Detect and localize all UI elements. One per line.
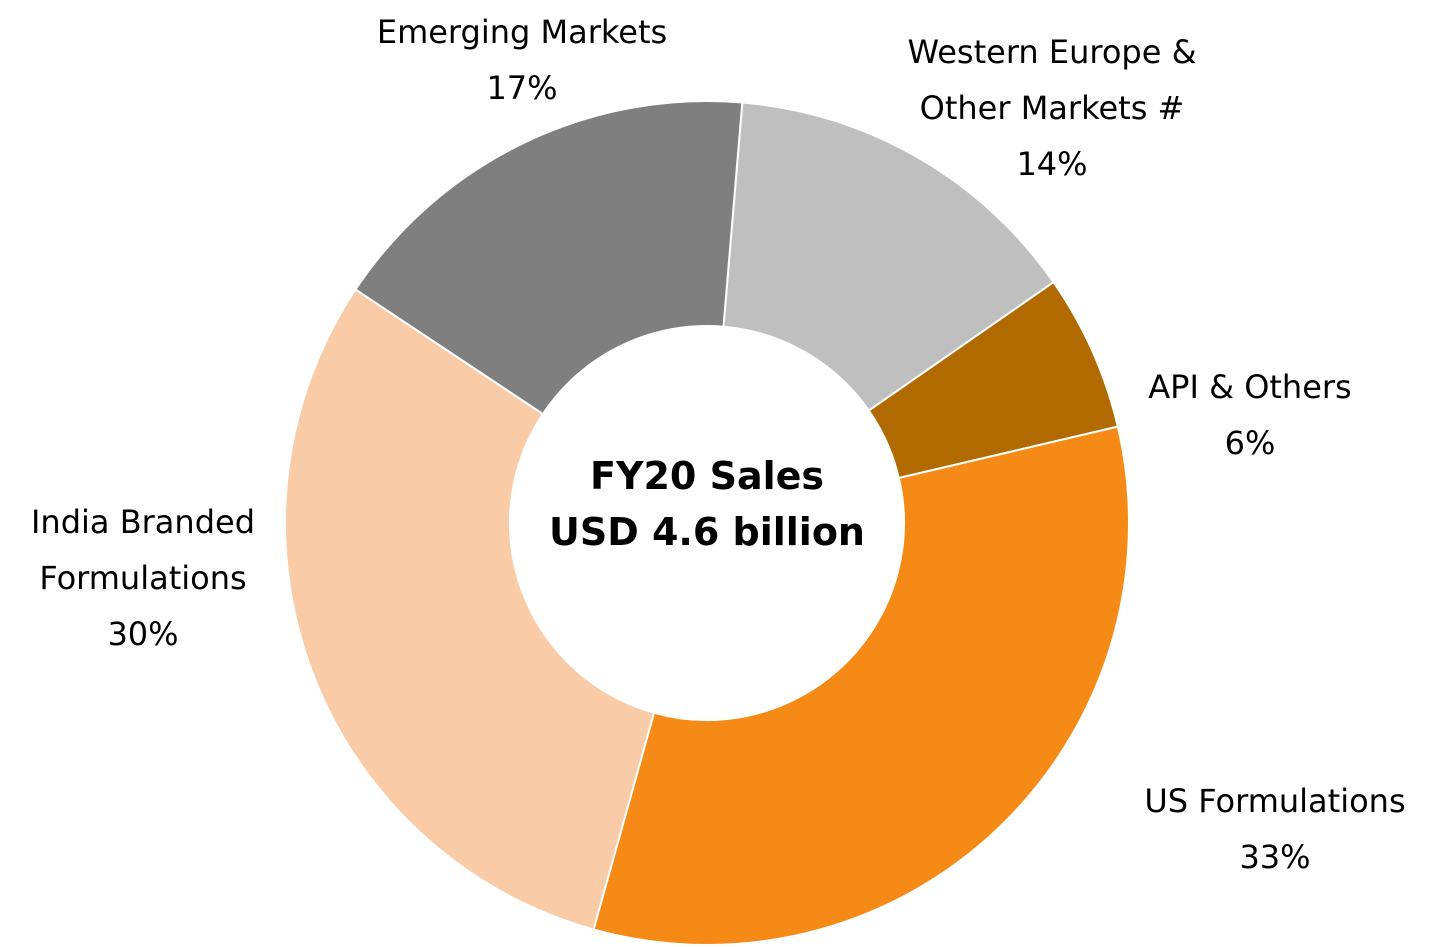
slice-label: India Branded Formulations 30% (0, 494, 288, 662)
center-line: USD 4.6 billion (548, 510, 865, 554)
category-label: Emerging Markets (376, 13, 668, 51)
donut-slice (284, 288, 656, 931)
category-label: Western Europe & Other Markets # (907, 33, 1197, 127)
category-label: API & Others (1148, 368, 1352, 406)
percent-label: 6% (1224, 424, 1276, 462)
percent-label: 17% (486, 69, 558, 107)
percent-label: 14% (1016, 145, 1088, 183)
slice-label: API & Others 6% (1100, 359, 1400, 471)
percent-label: 30% (107, 615, 179, 653)
center-line: FY20 Sales (589, 454, 824, 498)
slice-label: US Formulations 33% (1115, 773, 1431, 885)
slice-label: Western Europe & Other Markets # 14% (872, 24, 1232, 192)
category-label: India Branded Formulations (30, 503, 255, 597)
center-label: FY20 Sales USD 4.6 billion (517, 448, 897, 560)
category-label: US Formulations (1144, 782, 1406, 820)
slice-label: Emerging Markets 17% (342, 4, 702, 116)
donut-slice (354, 100, 744, 416)
donut-slice (592, 425, 1130, 946)
percent-label: 33% (1239, 838, 1311, 876)
donut-slice (722, 101, 1055, 412)
